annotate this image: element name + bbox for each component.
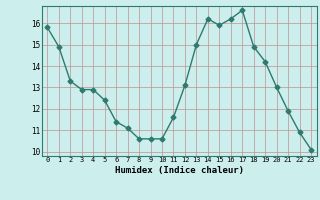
X-axis label: Humidex (Indice chaleur): Humidex (Indice chaleur) xyxy=(115,166,244,175)
